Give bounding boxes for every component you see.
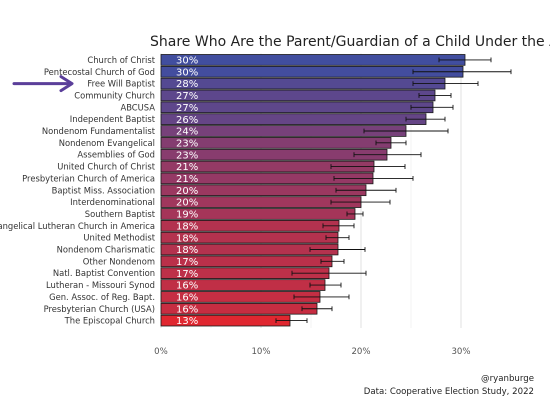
value-label: 21% xyxy=(176,162,198,173)
value-label: 24% xyxy=(176,127,198,138)
x-tick-label: 10% xyxy=(251,347,270,357)
value-labels: 30%30%28%27%27%26%24%23%23%21%21%20%20%1… xyxy=(176,56,198,328)
category-label: Church of Christ xyxy=(87,55,155,65)
bar xyxy=(160,113,427,125)
value-label: 18% xyxy=(176,245,198,256)
category-label: United Church of Christ xyxy=(57,162,156,172)
category-label: Presbyterian Church of America xyxy=(22,173,155,183)
caption-source: Data: Cooperative Election Study, 2022 xyxy=(364,387,534,397)
bar xyxy=(160,77,446,90)
x-tick-label: 30% xyxy=(451,347,470,357)
category-label: Community Church xyxy=(74,90,155,100)
category-label: The Episcopal Church xyxy=(64,316,155,326)
value-label: 17% xyxy=(176,257,198,268)
value-label: 16% xyxy=(176,281,198,292)
value-label: 30% xyxy=(176,67,198,78)
x-tick-label: 0% xyxy=(154,347,168,357)
category-label: Pentecostal Church of God xyxy=(44,67,155,77)
category-label: Lutheran - Missouri Synod xyxy=(46,280,155,290)
value-label: 20% xyxy=(176,198,198,209)
category-label: Free Will Baptist xyxy=(87,79,155,89)
category-label: Presbyterian Church (USA) xyxy=(44,304,155,314)
value-label: 18% xyxy=(176,221,198,232)
value-label: 23% xyxy=(176,138,198,149)
bar xyxy=(160,54,466,66)
category-label: Baptist Miss. Association xyxy=(52,185,155,195)
value-label: 27% xyxy=(176,91,198,102)
value-label: 20% xyxy=(176,186,198,197)
value-label: 23% xyxy=(176,150,198,161)
category-label: Gen. Assoc. of Reg. Bapt. xyxy=(49,292,155,302)
error-bars xyxy=(275,57,512,323)
value-label: 13% xyxy=(176,316,198,327)
value-label: 18% xyxy=(176,233,198,244)
value-label: 19% xyxy=(176,210,198,221)
category-label: Independent Baptist xyxy=(70,114,156,124)
category-label: Other Nondenom xyxy=(83,256,155,266)
value-label: 26% xyxy=(176,115,198,126)
value-label: 16% xyxy=(176,293,198,304)
x-tick-label: 20% xyxy=(351,347,370,357)
value-label: 16% xyxy=(176,304,198,315)
category-label: Evangelical Lutheran Church in America xyxy=(0,221,155,231)
caption-author: @ryanburge xyxy=(481,374,534,384)
category-label: Natl. Baptist Convention xyxy=(53,268,155,278)
value-label: 27% xyxy=(176,103,198,114)
value-label: 30% xyxy=(176,56,198,67)
category-label: Assemblies of God xyxy=(77,150,155,160)
value-label: 21% xyxy=(176,174,198,185)
category-labels: Church of Christ Pentecostal Church of Go… xyxy=(0,55,156,326)
bar xyxy=(160,101,434,114)
arrow-head xyxy=(59,75,74,93)
value-label: 28% xyxy=(176,79,198,90)
category-label: Interdenominational xyxy=(70,197,155,207)
highlight-arrow-icon xyxy=(12,75,74,93)
category-label: Nondenom Charismatic xyxy=(57,245,156,255)
x-axis-ticks: 0% 10% 20% 30% xyxy=(154,347,470,357)
category-label: Nondenom Fundamentalist xyxy=(42,126,156,136)
bar xyxy=(160,89,436,102)
category-label: ABCUSA xyxy=(120,102,155,112)
category-label: Nondenom Evangelical xyxy=(59,138,155,148)
category-label: United Methodist xyxy=(83,233,155,243)
value-label: 17% xyxy=(176,269,198,280)
chart-title: Share Who Are the Parent/Guardian of a C… xyxy=(150,34,550,50)
category-label: Southern Baptist xyxy=(85,209,156,219)
